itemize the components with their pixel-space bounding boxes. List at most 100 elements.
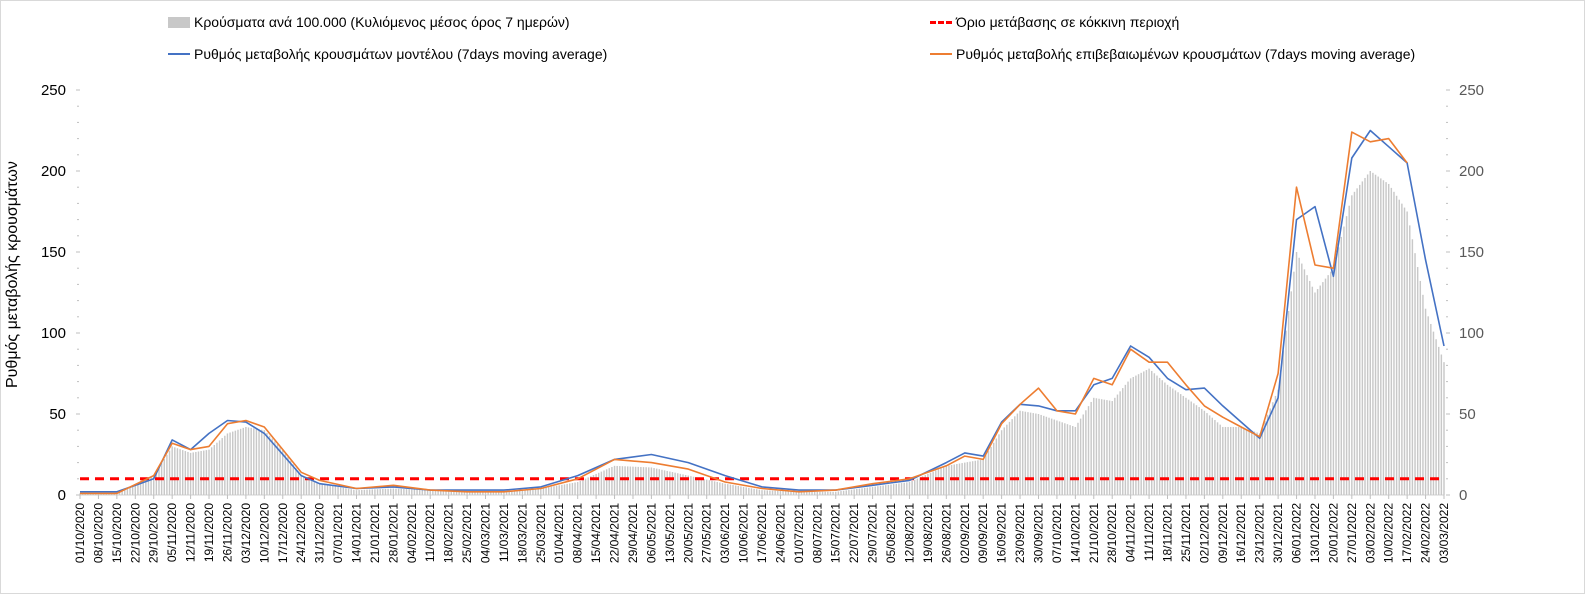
- bar: [753, 488, 755, 495]
- bar: [500, 491, 503, 495]
- bar: [153, 475, 155, 495]
- bar: [1308, 280, 1311, 495]
- bar: [574, 482, 576, 495]
- bar: [1069, 425, 1071, 495]
- x-tick-label: 08/10/2020: [91, 503, 105, 563]
- bar: [1258, 433, 1261, 495]
- x-tick-label: 11/11/2021: [1142, 503, 1156, 562]
- bar: [239, 428, 242, 495]
- bar: [687, 475, 689, 495]
- bar: [247, 427, 250, 495]
- bar: [553, 486, 555, 495]
- bar: [877, 486, 879, 495]
- bar: [1132, 376, 1135, 495]
- bar: [669, 471, 671, 495]
- bar: [379, 489, 381, 495]
- bar: [1348, 205, 1350, 495]
- bar: [1095, 398, 1098, 495]
- bar: [650, 467, 653, 495]
- bar: [366, 489, 368, 495]
- bar: [1245, 428, 1248, 495]
- bar: [640, 466, 642, 495]
- bar: [1264, 420, 1266, 495]
- bar: [297, 471, 300, 495]
- bar: [795, 491, 797, 495]
- bar: [906, 482, 908, 495]
- bar: [163, 458, 165, 495]
- bar: [1435, 339, 1437, 495]
- bar: [1190, 401, 1192, 495]
- x-tick-label: 30/09/2021: [1032, 503, 1046, 563]
- y-tick-label-right: 250: [1459, 82, 1484, 99]
- bar: [603, 470, 605, 495]
- bar: [305, 477, 308, 495]
- bar: [1093, 397, 1095, 495]
- bar: [777, 490, 779, 495]
- bar: [1116, 394, 1119, 495]
- x-tick-label: 14/10/2021: [1068, 503, 1082, 563]
- y-tick-label-left: 150: [41, 244, 66, 261]
- bar: [382, 488, 384, 495]
- bar: [174, 447, 176, 495]
- y-tick-label-right: 100: [1459, 325, 1484, 342]
- bar: [529, 489, 532, 495]
- bar: [450, 491, 453, 495]
- bar: [1359, 184, 1361, 495]
- bar: [263, 430, 266, 495]
- bar: [940, 468, 942, 495]
- bar: [318, 483, 321, 495]
- bar: [1385, 182, 1387, 495]
- bar: [1011, 419, 1013, 495]
- bar: [1406, 211, 1408, 495]
- bar: [779, 490, 782, 495]
- bar: [284, 453, 287, 495]
- x-tick-label: 10/02/2022: [1382, 503, 1396, 563]
- bar: [698, 477, 700, 495]
- bar: [1235, 426, 1237, 495]
- bar: [447, 490, 450, 495]
- x-tick-label: 18/03/2021: [515, 503, 529, 563]
- bar: [624, 466, 626, 495]
- bar: [1064, 423, 1066, 495]
- bar: [987, 451, 990, 495]
- x-tick-label: 03/12/2020: [239, 503, 253, 563]
- x-tick-label: 29/07/2021: [866, 503, 880, 563]
- bar: [1272, 402, 1274, 495]
- bar: [458, 491, 460, 495]
- x-tick-label: 22/07/2021: [847, 503, 861, 563]
- bar: [124, 489, 126, 495]
- x-tick-label: 01/04/2021: [552, 503, 566, 563]
- bar: [908, 482, 911, 495]
- bar: [524, 489, 526, 495]
- bar: [1422, 294, 1424, 495]
- bar: [595, 473, 597, 495]
- bar: [1193, 403, 1195, 495]
- bar: [1337, 247, 1340, 495]
- bar: [661, 469, 663, 495]
- bar: [732, 485, 734, 495]
- bar: [232, 431, 234, 495]
- bar: [416, 489, 418, 495]
- x-tick-label: 17/02/2022: [1400, 503, 1414, 563]
- bar: [361, 489, 363, 495]
- bar: [245, 426, 247, 495]
- bar: [695, 477, 697, 495]
- bar: [708, 480, 711, 495]
- bar: [282, 449, 284, 495]
- bar: [555, 485, 558, 495]
- bar: [1380, 178, 1382, 496]
- bar: [1427, 316, 1429, 495]
- bar: [700, 478, 703, 495]
- bar: [766, 490, 768, 495]
- bar: [982, 459, 984, 495]
- bar: [1361, 181, 1364, 495]
- y-tick-label-left: 250: [41, 82, 66, 99]
- bar: [1343, 226, 1345, 496]
- bar: [895, 483, 898, 495]
- x-tick-label: 15/10/2020: [110, 503, 124, 563]
- x-tick-label: 17/12/2020: [276, 503, 290, 563]
- bar: [332, 485, 334, 495]
- bar: [313, 481, 316, 495]
- bar: [1129, 378, 1132, 495]
- bar: [345, 488, 347, 495]
